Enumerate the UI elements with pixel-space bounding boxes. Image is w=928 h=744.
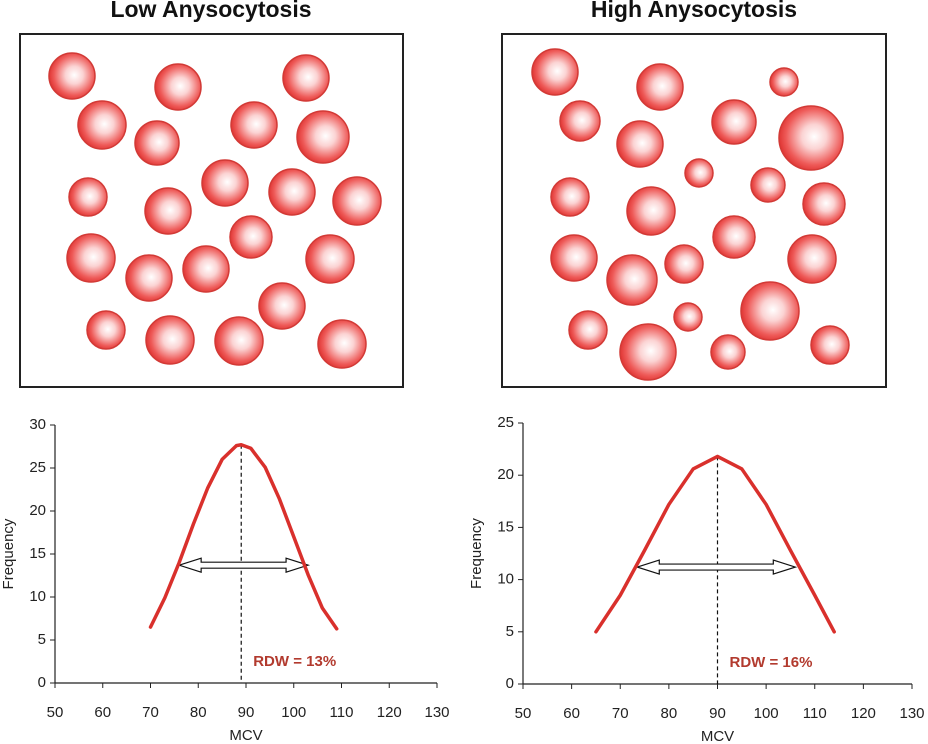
red-cell <box>125 254 173 302</box>
red-cell <box>626 186 676 236</box>
frequency-curve <box>594 454 836 634</box>
x-axis-label: MCV <box>229 727 262 744</box>
red-cell <box>550 177 590 217</box>
red-cell <box>712 215 756 259</box>
x-tick-label: 110 <box>803 705 827 722</box>
x-tick-label: 110 <box>330 704 354 721</box>
red-cell <box>68 177 108 217</box>
red-cell <box>673 302 703 332</box>
red-cell <box>229 215 273 259</box>
red-cell <box>296 110 350 164</box>
y-axis-label: Frequency <box>0 518 17 589</box>
red-cell <box>550 234 598 282</box>
red-cell <box>802 182 846 226</box>
red-cell <box>77 100 127 150</box>
x-tick-label: 50 <box>47 704 64 721</box>
y-tick-label: 0 <box>38 674 46 691</box>
y-tick-label: 25 <box>29 459 46 476</box>
red-cell <box>810 325 850 365</box>
red-cell <box>86 310 126 350</box>
y-tick-label: 5 <box>38 631 46 648</box>
red-cell <box>559 100 601 142</box>
y-axis-label: Frequency <box>468 518 485 589</box>
y-tick-label: 0 <box>506 675 514 692</box>
annotation: RDW = 13% <box>253 653 336 670</box>
red-cell <box>268 168 316 216</box>
x-tick-label: 80 <box>661 705 678 722</box>
red-cell <box>684 158 714 188</box>
red-cell <box>48 52 96 100</box>
red-cell <box>606 254 658 306</box>
red-cell <box>531 48 579 96</box>
x-tick-label: 80 <box>190 704 207 721</box>
red-cell <box>619 323 677 381</box>
red-cell <box>305 234 355 284</box>
x-tick-label: 90 <box>238 704 255 721</box>
x-tick-label: 90 <box>709 705 726 722</box>
y-tick-label: 10 <box>497 571 514 588</box>
red-cell <box>201 159 249 207</box>
y-tick-label: 5 <box>506 623 514 640</box>
x-tick-label: 130 <box>424 704 449 721</box>
x-tick-label: 120 <box>377 704 402 721</box>
red-cell <box>787 234 837 284</box>
x-tick-label: 60 <box>563 705 580 722</box>
width-arrow <box>177 557 311 574</box>
y-tick-label: 30 <box>29 416 46 433</box>
red-cell <box>214 316 264 366</box>
red-cell <box>230 101 278 149</box>
y-tick-label: 25 <box>497 414 514 431</box>
red-cell <box>145 315 195 365</box>
red-cell <box>710 334 746 370</box>
x-tick-label: 100 <box>281 704 306 721</box>
y-tick-label: 10 <box>29 588 46 605</box>
red-cell <box>144 187 192 235</box>
red-cell <box>769 67 799 97</box>
red-cell <box>740 281 800 341</box>
red-cell <box>568 310 608 350</box>
x-axis-label: MCV <box>701 728 734 744</box>
red-cell <box>616 120 664 168</box>
red-cell <box>778 105 844 171</box>
red-cell <box>664 244 704 284</box>
red-cell <box>134 120 180 166</box>
x-tick-label: 130 <box>899 705 924 722</box>
panel-title: High Anysocytosis <box>591 0 797 22</box>
panel-title: Low Anysocytosis <box>110 0 311 22</box>
y-tick-label: 15 <box>497 518 514 535</box>
x-tick-label: 100 <box>754 705 779 722</box>
cells <box>48 48 850 381</box>
x-tick-label: 70 <box>142 704 159 721</box>
annotation: RDW = 16% <box>730 654 813 671</box>
x-tick-label: 120 <box>851 705 876 722</box>
red-cell <box>317 319 367 369</box>
red-cell <box>711 99 757 145</box>
x-tick-label: 60 <box>94 704 111 721</box>
red-cell <box>154 63 202 111</box>
y-tick-label: 15 <box>29 545 46 562</box>
y-tick-label: 20 <box>29 502 46 519</box>
x-tick-label: 70 <box>612 705 629 722</box>
red-cell <box>332 176 382 226</box>
width-arrow <box>635 559 798 575</box>
red-cell <box>66 233 116 283</box>
y-tick-label: 20 <box>497 466 514 483</box>
red-cell <box>282 54 330 102</box>
frequency-curve <box>148 443 339 631</box>
x-tick-label: 50 <box>515 705 532 722</box>
red-cell <box>750 167 786 203</box>
red-cell <box>258 282 306 330</box>
red-cell <box>182 245 230 293</box>
red-cell <box>636 63 684 111</box>
